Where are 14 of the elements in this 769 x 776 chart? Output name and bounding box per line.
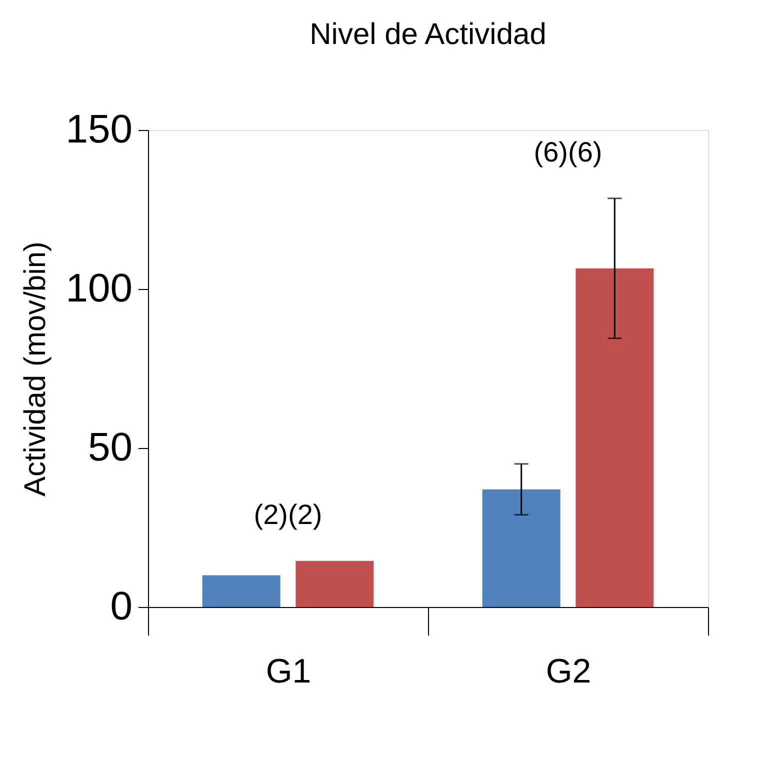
annotation: (6)(6) [534, 136, 602, 168]
bar [296, 560, 374, 607]
bar [576, 268, 654, 607]
y-tick-label: 0 [110, 584, 132, 628]
x-tick-label: G2 [546, 652, 592, 690]
x-tick-label: G1 [266, 652, 312, 690]
y-tick-label: 150 [66, 108, 132, 152]
y-tick-label: 100 [66, 266, 132, 310]
chart-title: Nivel de Actividad [310, 18, 546, 51]
y-axis-title: Actividad (mov/bin) [18, 241, 52, 497]
annotation: (2)(2) [254, 498, 322, 530]
y-tick-label: 50 [88, 426, 132, 470]
bar [202, 575, 280, 607]
bar [482, 489, 560, 607]
